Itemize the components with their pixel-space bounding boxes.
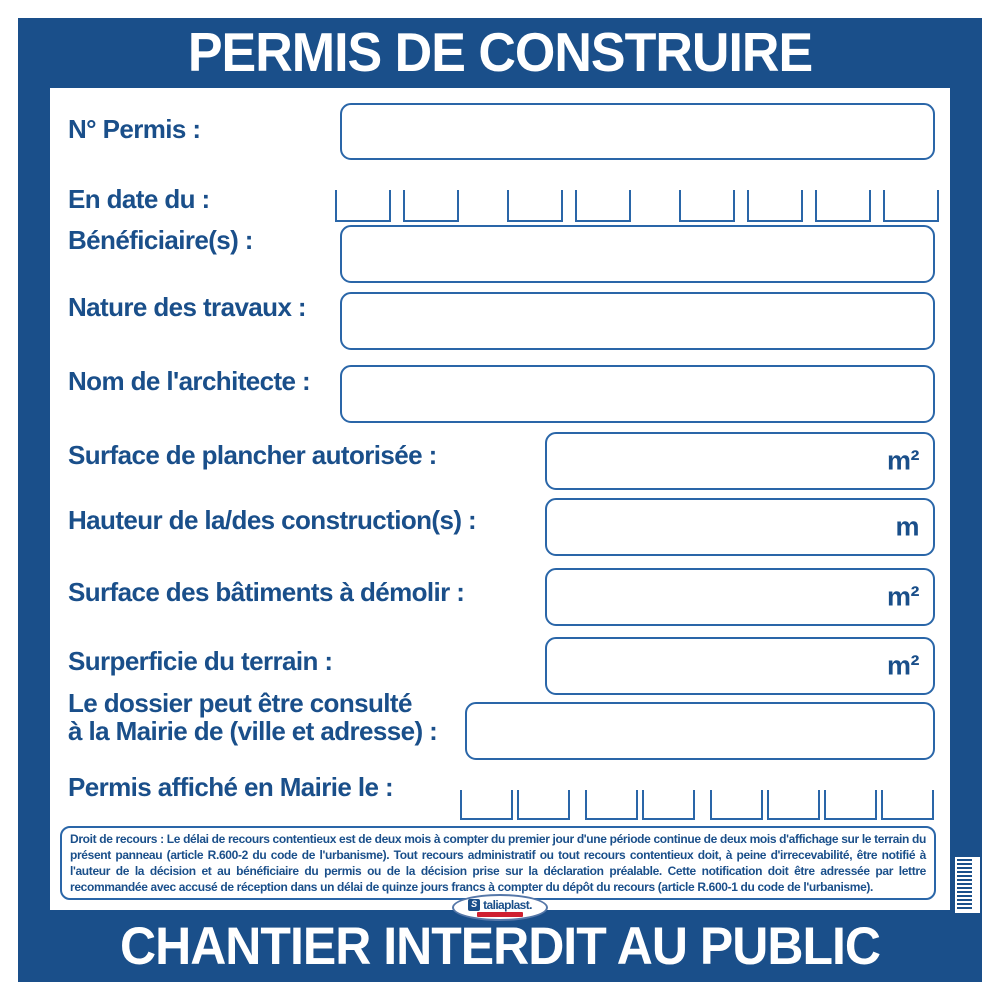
permit-number-label: N° Permis :	[68, 114, 201, 144]
brand-logo: S taliaplast.	[452, 894, 548, 921]
date-year-group	[679, 190, 939, 222]
brand-tagline-bar	[477, 911, 523, 917]
legal-notice-lead: Droit de recours :	[70, 832, 164, 846]
date-cell[interactable]	[507, 190, 563, 222]
architect-value	[342, 367, 933, 379]
brand-logo-top: S taliaplast.	[468, 897, 532, 912]
demolition-area-field[interactable]: m²	[545, 568, 935, 626]
land-area-field[interactable]: m²	[545, 637, 935, 695]
works-nature-value	[342, 294, 933, 306]
form-content-area: N° Permis : En date du : Bénéficiaire(s	[50, 88, 950, 910]
legal-notice: Droit de recours : Le délai de recours c…	[60, 826, 936, 900]
building-height-label: Hauteur de la/des construction(s) :	[68, 505, 477, 535]
land-area-unit: m²	[887, 650, 920, 681]
date-cell[interactable]	[517, 790, 570, 820]
floor-area-value	[547, 434, 933, 446]
barcode-stripes-icon	[957, 859, 972, 911]
floor-area-field[interactable]: m²	[545, 432, 935, 490]
works-nature-field[interactable]	[340, 292, 935, 350]
beneficiaries-value	[342, 227, 933, 239]
permit-date-label: En date du :	[68, 184, 210, 214]
architect-field[interactable]	[340, 365, 935, 423]
building-height-field[interactable]: m	[545, 498, 935, 556]
posted-date-field	[460, 790, 934, 820]
file-consultation-label-line1: Le dossier peut être consulté	[68, 688, 412, 718]
demolition-area-value	[547, 570, 933, 582]
footer-band: CHANTIER INTERDIT AU PUBLIC	[18, 910, 982, 982]
date-cell[interactable]	[403, 190, 459, 222]
building-height-value	[547, 500, 933, 512]
date-cell[interactable]	[585, 790, 638, 820]
brand-name: taliaplast.	[483, 897, 532, 912]
date-cell[interactable]	[642, 790, 695, 820]
floor-area-unit: m²	[887, 445, 920, 476]
date-cell[interactable]	[747, 190, 803, 222]
date-month-group	[507, 190, 631, 222]
land-area-label: Surperficie du terrain :	[68, 646, 333, 676]
header-band: PERMIS DE CONSTRUIRE	[18, 18, 982, 88]
architect-label: Nom de l'architecte :	[68, 366, 311, 396]
barcode	[955, 857, 980, 913]
permit-number-value	[342, 105, 933, 117]
file-consultation-value	[467, 704, 933, 716]
brand-s-icon: S	[468, 898, 481, 911]
posted-date-label: Permis affiché en Mairie le :	[68, 772, 394, 802]
beneficiaries-field[interactable]	[340, 225, 935, 283]
land-area-value	[547, 639, 933, 651]
beneficiaries-label: Bénéficiaire(s) :	[68, 225, 253, 255]
legal-notice-text: Le délai de recours contentieux est de d…	[70, 832, 926, 894]
posted-date-year-group	[710, 790, 934, 820]
date-cell[interactable]	[460, 790, 513, 820]
date-cell[interactable]	[575, 190, 631, 222]
date-cell[interactable]	[824, 790, 877, 820]
file-consultation-label-line2: à la Mairie de (ville et adresse) :	[68, 716, 438, 746]
date-cell[interactable]	[883, 190, 939, 222]
permit-number-field[interactable]	[340, 103, 935, 160]
building-height-unit: m	[895, 511, 919, 542]
footer-title: CHANTIER INTERDIT AU PUBLIC	[119, 916, 881, 976]
date-cell[interactable]	[815, 190, 871, 222]
permit-sign-panel: PERMIS DE CONSTRUIRE N° Permis : En date…	[18, 18, 982, 982]
floor-area-label: Surface de plancher autorisée :	[68, 440, 437, 470]
demolition-area-unit: m²	[887, 581, 920, 612]
date-cell[interactable]	[881, 790, 934, 820]
date-cell[interactable]	[710, 790, 763, 820]
file-consultation-field[interactable]	[465, 702, 935, 760]
posted-date-day-group	[460, 790, 570, 820]
date-day-group	[335, 190, 459, 222]
demolition-area-label: Surface des bâtiments à démolir :	[68, 577, 465, 607]
date-cell[interactable]	[767, 790, 820, 820]
date-cell[interactable]	[679, 190, 735, 222]
works-nature-label: Nature des travaux :	[68, 292, 307, 322]
posted-date-month-group	[585, 790, 695, 820]
date-cell[interactable]	[335, 190, 391, 222]
page-title: PERMIS DE CONSTRUIRE	[187, 22, 813, 84]
permit-date-field	[335, 190, 939, 222]
